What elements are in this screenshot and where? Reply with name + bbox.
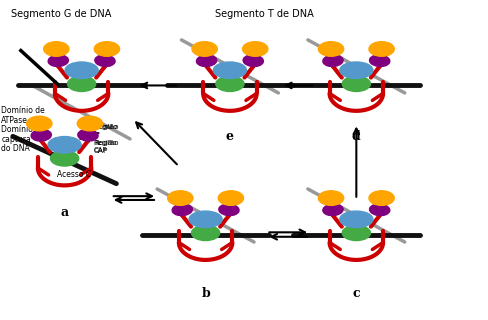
Ellipse shape <box>192 42 217 56</box>
Text: a: a <box>61 206 68 219</box>
Text: Domínio de: Domínio de <box>1 106 45 115</box>
Text: Região: Região <box>94 124 118 130</box>
Text: captura: captura <box>1 135 31 144</box>
Ellipse shape <box>368 42 393 56</box>
Ellipse shape <box>369 55 389 67</box>
Ellipse shape <box>322 204 343 216</box>
Ellipse shape <box>191 225 219 241</box>
Ellipse shape <box>218 191 243 205</box>
Ellipse shape <box>242 42 267 56</box>
Text: e: e <box>225 130 233 143</box>
Ellipse shape <box>65 62 98 78</box>
Ellipse shape <box>342 225 370 241</box>
Ellipse shape <box>196 55 216 67</box>
Text: Segmento T de DNA: Segmento T de DNA <box>215 9 313 19</box>
Ellipse shape <box>48 137 81 153</box>
Text: ATPase: ATPase <box>1 116 28 125</box>
Text: b: b <box>201 287 209 300</box>
Text: B': B' <box>94 132 100 138</box>
Ellipse shape <box>369 204 389 216</box>
Ellipse shape <box>218 204 239 216</box>
Text: CAP: CAP <box>94 148 107 154</box>
Ellipse shape <box>318 42 343 56</box>
Ellipse shape <box>67 76 96 92</box>
Text: B': B' <box>94 132 101 138</box>
Ellipse shape <box>167 191 193 205</box>
Ellipse shape <box>189 211 222 228</box>
Text: CAP: CAP <box>94 148 108 154</box>
Text: f: f <box>79 130 84 143</box>
Text: Segmento G de DNA: Segmento G de DNA <box>11 9 111 19</box>
Ellipse shape <box>94 42 119 56</box>
Ellipse shape <box>339 62 372 78</box>
Ellipse shape <box>48 55 68 67</box>
Ellipse shape <box>368 191 393 205</box>
Ellipse shape <box>213 62 246 78</box>
Ellipse shape <box>243 55 263 67</box>
Ellipse shape <box>318 191 343 205</box>
Ellipse shape <box>31 130 51 141</box>
Ellipse shape <box>43 42 69 56</box>
Ellipse shape <box>215 76 244 92</box>
Ellipse shape <box>172 204 192 216</box>
Ellipse shape <box>77 116 102 131</box>
Text: Domínio de: Domínio de <box>1 125 45 134</box>
Text: Acesso C: Acesso C <box>57 170 91 179</box>
Text: c: c <box>352 287 359 300</box>
Text: Região: Região <box>94 140 118 146</box>
Ellipse shape <box>322 55 343 67</box>
Ellipse shape <box>27 116 52 131</box>
Text: d: d <box>351 130 360 143</box>
Ellipse shape <box>95 55 115 67</box>
Text: Região: Região <box>94 140 117 146</box>
Ellipse shape <box>50 151 79 166</box>
Ellipse shape <box>339 211 372 228</box>
Ellipse shape <box>342 76 370 92</box>
Ellipse shape <box>78 130 98 141</box>
Text: Região: Região <box>94 124 118 130</box>
Text: do DNA: do DNA <box>1 144 30 153</box>
